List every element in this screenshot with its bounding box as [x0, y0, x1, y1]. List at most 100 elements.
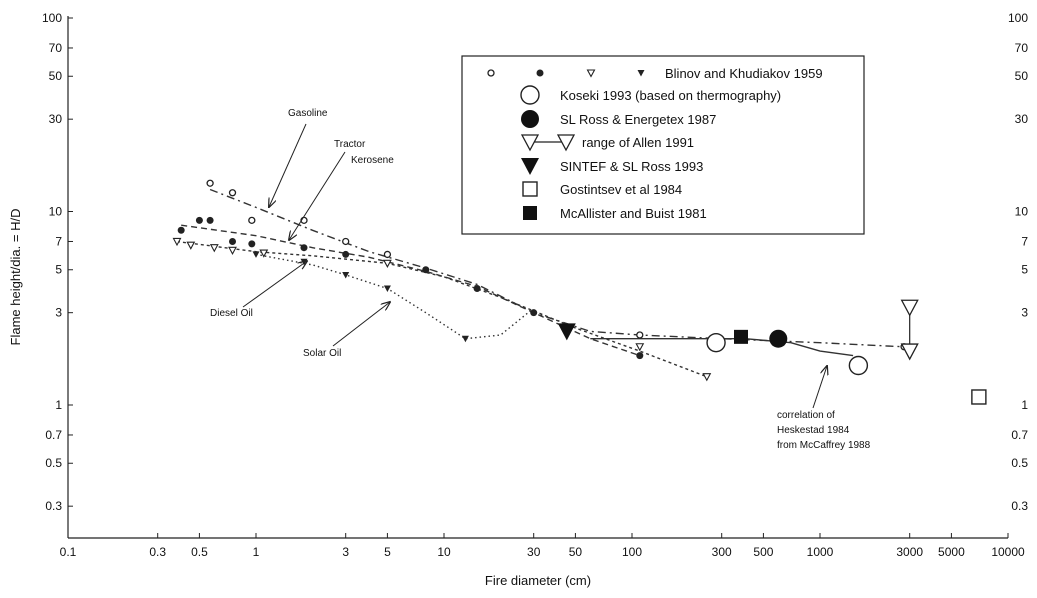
x-tick-label: 0.5: [191, 545, 208, 559]
annotation-correlation-line3: from McCaffrey 1988: [777, 440, 871, 451]
legend-label-sintef: SINTEF & SL Ross 1993: [560, 159, 703, 174]
annotation-gasoline: Gasoline: [288, 108, 328, 119]
point-solar-oil: [383, 285, 391, 293]
legend-marker-blinov: [536, 69, 544, 77]
legend-marker-allen: [520, 134, 540, 152]
y-tick-label: 0.7: [45, 428, 62, 442]
point-koseki-1993-based-on-thermography: [706, 332, 726, 353]
legend-marker-allen: [556, 134, 576, 152]
point-sintef-sl-ross-1993: [557, 323, 576, 341]
annotation-kerosene: Kerosene: [351, 155, 394, 166]
y-tick-label: 3: [55, 306, 62, 320]
point-diesel-oil: [209, 244, 219, 253]
right-tick-label: 70: [1015, 41, 1029, 55]
curve-solar-oil: [255, 253, 529, 340]
point-kerosene: [300, 244, 308, 252]
y-tick-label: 0.3: [45, 499, 62, 513]
x-tick-labels: 0.1 0.3 0.5 1 3 5 10 30 50 100 300 500 1000 3000 5000 1…: [60, 533, 1025, 559]
point-diesel-oil: [702, 373, 712, 382]
point-diesel-oil: [382, 259, 392, 268]
legend-marker-slross: [521, 110, 539, 128]
legend-marker-mcallister: [523, 206, 537, 220]
point-gasoline: [248, 216, 256, 225]
y-tick-label: 70: [49, 41, 63, 55]
data-points: [172, 179, 987, 405]
x-tick-label: 1000: [807, 545, 834, 559]
point-range-of-allen-1991: [900, 299, 919, 317]
annotation-tractor: Tractor: [334, 139, 366, 150]
annotation-solar-oil: Solar Oil: [303, 348, 341, 359]
right-tick-label: 30: [1015, 112, 1029, 126]
point-diesel-oil: [259, 249, 269, 258]
right-tick-label: 10: [1015, 205, 1029, 219]
point-range-of-allen-1991: [900, 343, 919, 361]
curve-diesel-oil: [176, 240, 708, 378]
legend-markers: [487, 69, 645, 220]
x-tick-label: 1: [253, 545, 260, 559]
x-tick-label: 3000: [896, 545, 923, 559]
x-tick-label: 3: [342, 545, 349, 559]
point-mcallister-and-buist-1981: [733, 329, 748, 344]
right-tick-label: 0.5: [1011, 456, 1028, 470]
point-kerosene: [530, 309, 538, 317]
point-diesel-oil: [228, 246, 237, 255]
callouts: Gasoline Tractor Kerosene Diesel Oil Sol…: [210, 108, 871, 451]
legend-marker-koseki: [520, 85, 540, 105]
point-kerosene: [206, 216, 214, 224]
point-kerosene: [229, 237, 237, 245]
legend-label-mcallister: McAllister and Buist 1981: [560, 206, 707, 221]
right-tick-label: 1: [1021, 398, 1028, 412]
point-gasoline: [228, 189, 237, 197]
annotation-diesel-oil: Diesel Oil: [210, 308, 253, 319]
point-gasoline: [342, 237, 350, 246]
arrow-gasoline: [269, 123, 307, 207]
legend-marker-blinov: [637, 70, 645, 77]
point-gostintsev-et-al-1984: [971, 389, 987, 405]
x-tick-label: 5000: [938, 545, 965, 559]
x-tick-label: 30: [527, 545, 541, 559]
point-gasoline: [636, 331, 644, 339]
y-axis-title: Flame height/dia. = H/D: [8, 209, 23, 346]
x-tick-label: 0.1: [60, 545, 77, 559]
x-tick-label: 50: [569, 545, 583, 559]
point-diesel-oil: [186, 241, 196, 250]
annotation-correlation-line2: Heskestad 1984: [777, 425, 850, 436]
point-koseki-1993-based-on-thermography: [848, 355, 869, 376]
legend-marker-blinov: [487, 69, 495, 77]
x-tick-label: 100: [622, 545, 642, 559]
y-tick-label: 7: [55, 234, 62, 248]
axes-frame: [67, 16, 1008, 539]
point-kerosene: [248, 240, 256, 248]
legend-label-slross: SL Ross & Energetex 1987: [560, 112, 716, 127]
legend-marker-blinov: [586, 69, 596, 78]
point-kerosene: [636, 352, 644, 360]
x-tick-label: 10: [437, 545, 451, 559]
point-diesel-oil: [635, 343, 645, 352]
annotation-correlation-line1: correlation of: [777, 410, 835, 421]
curve-kerosene: [181, 224, 641, 357]
point-kerosene: [473, 285, 481, 293]
point-kerosene: [195, 216, 203, 224]
legend-label-koseki: Koseki 1993 (based on thermography): [560, 88, 781, 103]
x-axis-title: Fire diameter (cm): [485, 573, 591, 588]
point-gasoline: [383, 250, 392, 259]
curve-correlation-of-heskestad-1984-from-mccaffrey-1988: [590, 338, 854, 357]
right-tick-label: 5: [1021, 263, 1028, 277]
point-sl-ross-energetex-1987: [769, 329, 788, 348]
arrow-solar-oil: [332, 302, 390, 347]
x-tick-label: 500: [753, 545, 773, 559]
right-tick-label: 0.3: [1011, 499, 1028, 513]
right-tick-label: 7: [1021, 234, 1028, 248]
y-tick-label: 1: [55, 398, 62, 412]
y-tick-label: 50: [49, 69, 63, 83]
y-tick-label: 100: [42, 11, 62, 25]
point-kerosene: [177, 226, 185, 234]
right-tick-label: 0.7: [1011, 428, 1028, 442]
y-tick-label: 30: [49, 112, 63, 126]
right-tick-label: 100: [1008, 11, 1028, 25]
right-tick-label: 3: [1021, 306, 1028, 320]
arrow-kerosene: [289, 151, 346, 240]
point-solar-oil: [461, 335, 469, 343]
y-tick-label: 10: [49, 205, 63, 219]
